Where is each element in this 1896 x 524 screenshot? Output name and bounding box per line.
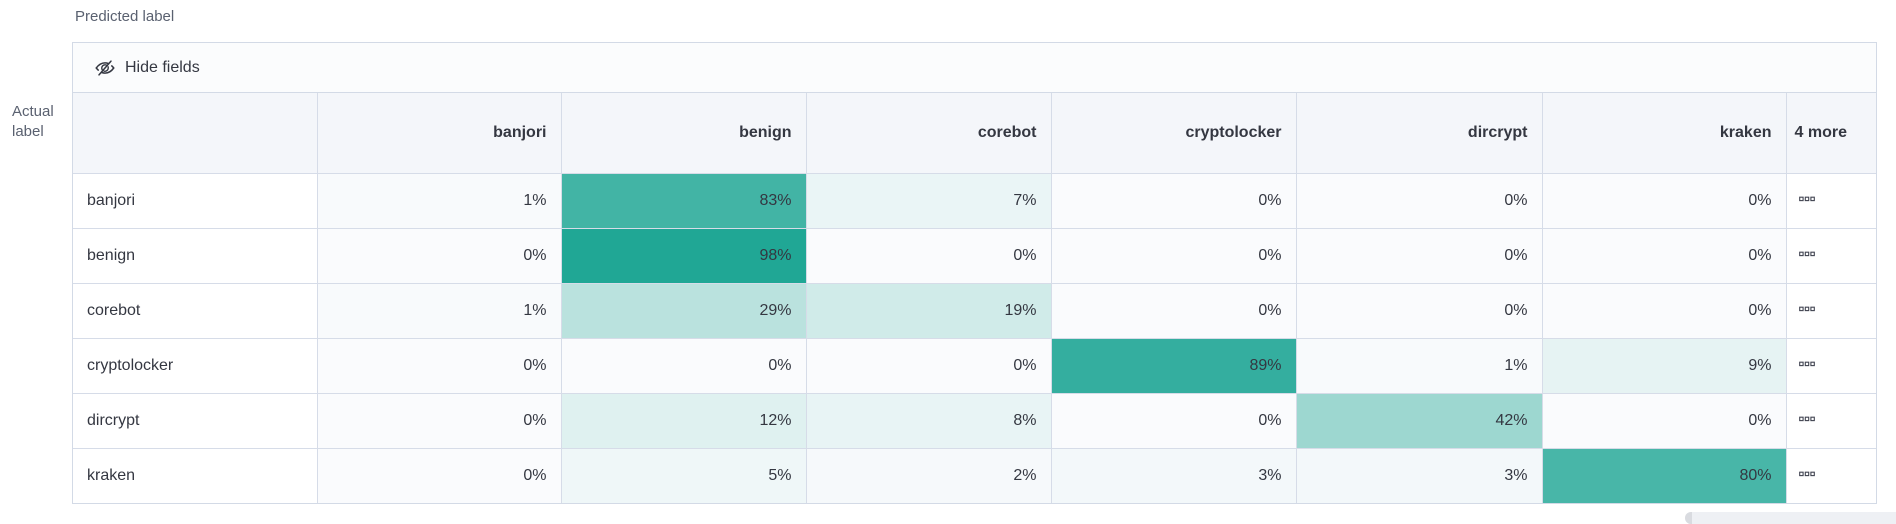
- cell-kraken-cryptolocker: 3%: [1051, 448, 1297, 503]
- cell-dircrypt-benign: 12%: [561, 393, 807, 449]
- cell-corebot-cryptolocker: 0%: [1051, 283, 1297, 339]
- cell-benign-benign: 98%: [561, 228, 807, 284]
- cell-banjori-dircrypt: 0%: [1296, 173, 1543, 229]
- predicted-label: Predicted label: [75, 8, 175, 25]
- horizontal-scrollbar[interactable]: [1685, 512, 1896, 524]
- row-label-benign: benign: [73, 228, 318, 284]
- boxes-horizontal-icon[interactable]: [1797, 464, 1817, 484]
- cell-banjori-kraken: 0%: [1542, 173, 1787, 229]
- cell-banjori-corebot: 7%: [806, 173, 1052, 229]
- more-cell-banjori: [1786, 173, 1876, 229]
- boxes-horizontal-icon[interactable]: [1797, 409, 1817, 429]
- more-cell-benign: [1786, 228, 1876, 284]
- column-header-benign[interactable]: benign: [561, 93, 807, 174]
- matrix-row-cryptolocker: cryptolocker 0% 0% 0% 89% 1% 9%: [73, 338, 1876, 394]
- cell-cryptolocker-banjori: 0%: [317, 338, 562, 394]
- cell-banjori-benign: 83%: [561, 173, 807, 229]
- more-cell-corebot: [1786, 283, 1876, 339]
- cell-kraken-banjori: 0%: [317, 448, 562, 503]
- cell-dircrypt-dircrypt: 42%: [1296, 393, 1543, 449]
- cell-kraken-corebot: 2%: [806, 448, 1052, 503]
- cell-kraken-dircrypt: 3%: [1296, 448, 1543, 503]
- row-label-cryptolocker: cryptolocker: [73, 338, 318, 394]
- boxes-horizontal-icon[interactable]: [1797, 354, 1817, 374]
- column-header-cryptolocker[interactable]: cryptolocker: [1051, 93, 1297, 174]
- column-header-kraken[interactable]: kraken: [1542, 93, 1787, 174]
- cell-cryptolocker-dircrypt: 1%: [1296, 338, 1543, 394]
- column-header-banjori[interactable]: banjori: [317, 93, 562, 174]
- more-cell-cryptolocker: [1786, 338, 1876, 394]
- boxes-horizontal-icon[interactable]: [1797, 244, 1817, 264]
- cell-dircrypt-cryptolocker: 0%: [1051, 393, 1297, 449]
- column-header-corebot[interactable]: corebot: [806, 93, 1052, 174]
- cell-banjori-banjori: 1%: [317, 173, 562, 229]
- cell-corebot-benign: 29%: [561, 283, 807, 339]
- cell-corebot-dircrypt: 0%: [1296, 283, 1543, 339]
- matrix-row-dircrypt: dircrypt 0% 12% 8% 0% 42% 0%: [73, 393, 1876, 449]
- matrix-row-banjori: banjori 1% 83% 7% 0% 0% 0%: [73, 173, 1876, 229]
- more-columns-header[interactable]: 4 more: [1786, 93, 1876, 174]
- cell-kraken-kraken: 80%: [1542, 448, 1787, 503]
- cell-cryptolocker-cryptolocker: 89%: [1051, 338, 1297, 394]
- actual-label: Actual label: [12, 103, 54, 140]
- boxes-horizontal-icon[interactable]: [1797, 189, 1817, 209]
- header-row: banjori benign corebot cryptolocker dircrypt…: [73, 93, 1876, 174]
- cell-cryptolocker-corebot: 0%: [806, 338, 1052, 394]
- cell-benign-cryptolocker: 0%: [1051, 228, 1297, 284]
- row-label-corebot: corebot: [73, 283, 318, 339]
- matrix-row-kraken: kraken 0% 5% 2% 3% 3% 80%: [73, 448, 1876, 503]
- cell-dircrypt-corebot: 8%: [806, 393, 1052, 449]
- matrix-row-benign: benign 0% 98% 0% 0% 0% 0%: [73, 228, 1876, 284]
- confusion-matrix-grid: banjori benign corebot cryptolocker dircrypt…: [73, 93, 1876, 503]
- cell-benign-dircrypt: 0%: [1296, 228, 1543, 284]
- row-label-kraken: kraken: [73, 448, 318, 503]
- eye-closed-icon: [95, 58, 115, 78]
- cell-dircrypt-kraken: 0%: [1542, 393, 1787, 449]
- confusion-matrix-panel: Hide fields banjori benign corebot cryptolo…: [72, 42, 1877, 504]
- hide-fields-button[interactable]: Hide fields: [95, 58, 200, 78]
- corner-header-cell: [73, 93, 318, 174]
- scrollbar-thumb[interactable]: [1685, 512, 1692, 524]
- cell-dircrypt-banjori: 0%: [317, 393, 562, 449]
- row-label-dircrypt: dircrypt: [73, 393, 318, 449]
- cell-banjori-cryptolocker: 0%: [1051, 173, 1297, 229]
- row-label-banjori: banjori: [73, 173, 318, 229]
- cell-corebot-kraken: 0%: [1542, 283, 1787, 339]
- matrix-row-corebot: corebot 1% 29% 19% 0% 0% 0%: [73, 283, 1876, 339]
- more-cell-dircrypt: [1786, 393, 1876, 449]
- cell-benign-corebot: 0%: [806, 228, 1052, 284]
- column-header-dircrypt[interactable]: dircrypt: [1296, 93, 1543, 174]
- cell-benign-banjori: 0%: [317, 228, 562, 284]
- hide-fields-label: Hide fields: [125, 58, 200, 76]
- boxes-horizontal-icon[interactable]: [1797, 299, 1817, 319]
- cell-corebot-corebot: 19%: [806, 283, 1052, 339]
- cell-corebot-banjori: 1%: [317, 283, 562, 339]
- cell-cryptolocker-benign: 0%: [561, 338, 807, 394]
- grid-toolbar: Hide fields: [73, 43, 1876, 93]
- cell-cryptolocker-kraken: 9%: [1542, 338, 1787, 394]
- cell-kraken-benign: 5%: [561, 448, 807, 503]
- cell-benign-kraken: 0%: [1542, 228, 1787, 284]
- more-cell-kraken: [1786, 448, 1876, 503]
